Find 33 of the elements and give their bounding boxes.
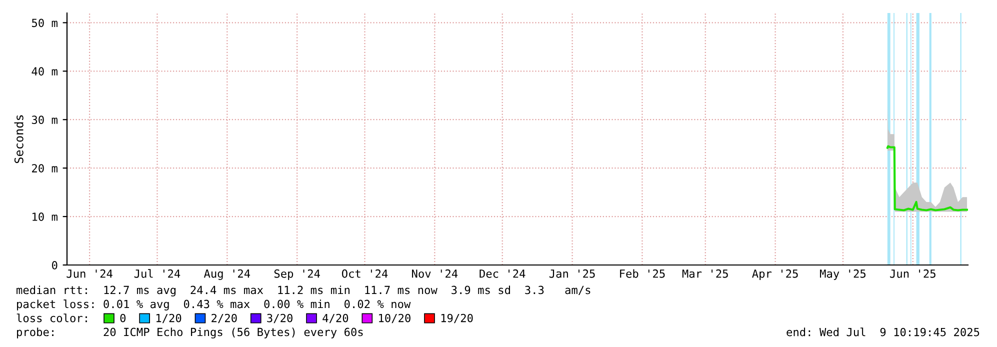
x-tick-label: Jul '24 xyxy=(134,269,180,278)
legend-label: 1/20 xyxy=(156,314,182,324)
legend-label: 10/20 xyxy=(379,314,410,324)
x-tick-label: May '25 xyxy=(820,269,866,280)
text: median rtt: 12.7 ms avg 24.4 ms max 11.2 ms min 11.7 ms now 3.9 ms sd 3.3 am/s xyxy=(16,286,590,296)
legend-label: 4/20 xyxy=(322,314,348,324)
x-tick-label: Nov '24 xyxy=(412,269,458,278)
y-tick-label: 30 m xyxy=(32,116,58,124)
y-tick-label: 10 m xyxy=(32,212,58,221)
text: packet loss: 0.01 % avg 0.43 % max 0.00 % min 0.02 % now xyxy=(17,300,411,310)
legend-label: 2/20 xyxy=(212,314,237,324)
legend-label: 3/20 xyxy=(267,314,292,324)
x-tick-label: Sep '24 xyxy=(274,269,320,280)
text: end: Wed Jul 9 10:19:45 2025 xyxy=(786,328,980,336)
x-tick-label: Apr '25 xyxy=(752,269,798,280)
text: probe: 20 ICMP Echo Pings (56 Bytes) every 60s xyxy=(17,328,363,338)
x-tick-label: Dec '24 xyxy=(480,269,526,278)
x-tick-label: Jun '24 xyxy=(66,269,112,278)
x-tick-label: Aug '24 xyxy=(204,269,250,280)
legend-label: 19/20 xyxy=(441,314,473,324)
x-tick-label: Mar '25 xyxy=(682,269,728,278)
legend-label: 0 xyxy=(120,314,126,322)
text: loss color: xyxy=(16,314,87,322)
x-tick-label: Feb '25 xyxy=(620,269,665,278)
line-series xyxy=(886,145,968,212)
y-axis-title: Seconds xyxy=(14,115,24,164)
y-tick-label: 40 m xyxy=(32,67,58,76)
y-tick-label: 0 xyxy=(52,261,58,270)
x-tick-label: Jan '25 xyxy=(549,269,595,278)
x-tick-label: Oct '24 xyxy=(342,269,388,278)
x-tick-label: Jun '25 xyxy=(890,269,936,278)
y-tick-label: 50 m xyxy=(32,18,58,28)
y-tick-label: 20 m xyxy=(32,164,58,172)
